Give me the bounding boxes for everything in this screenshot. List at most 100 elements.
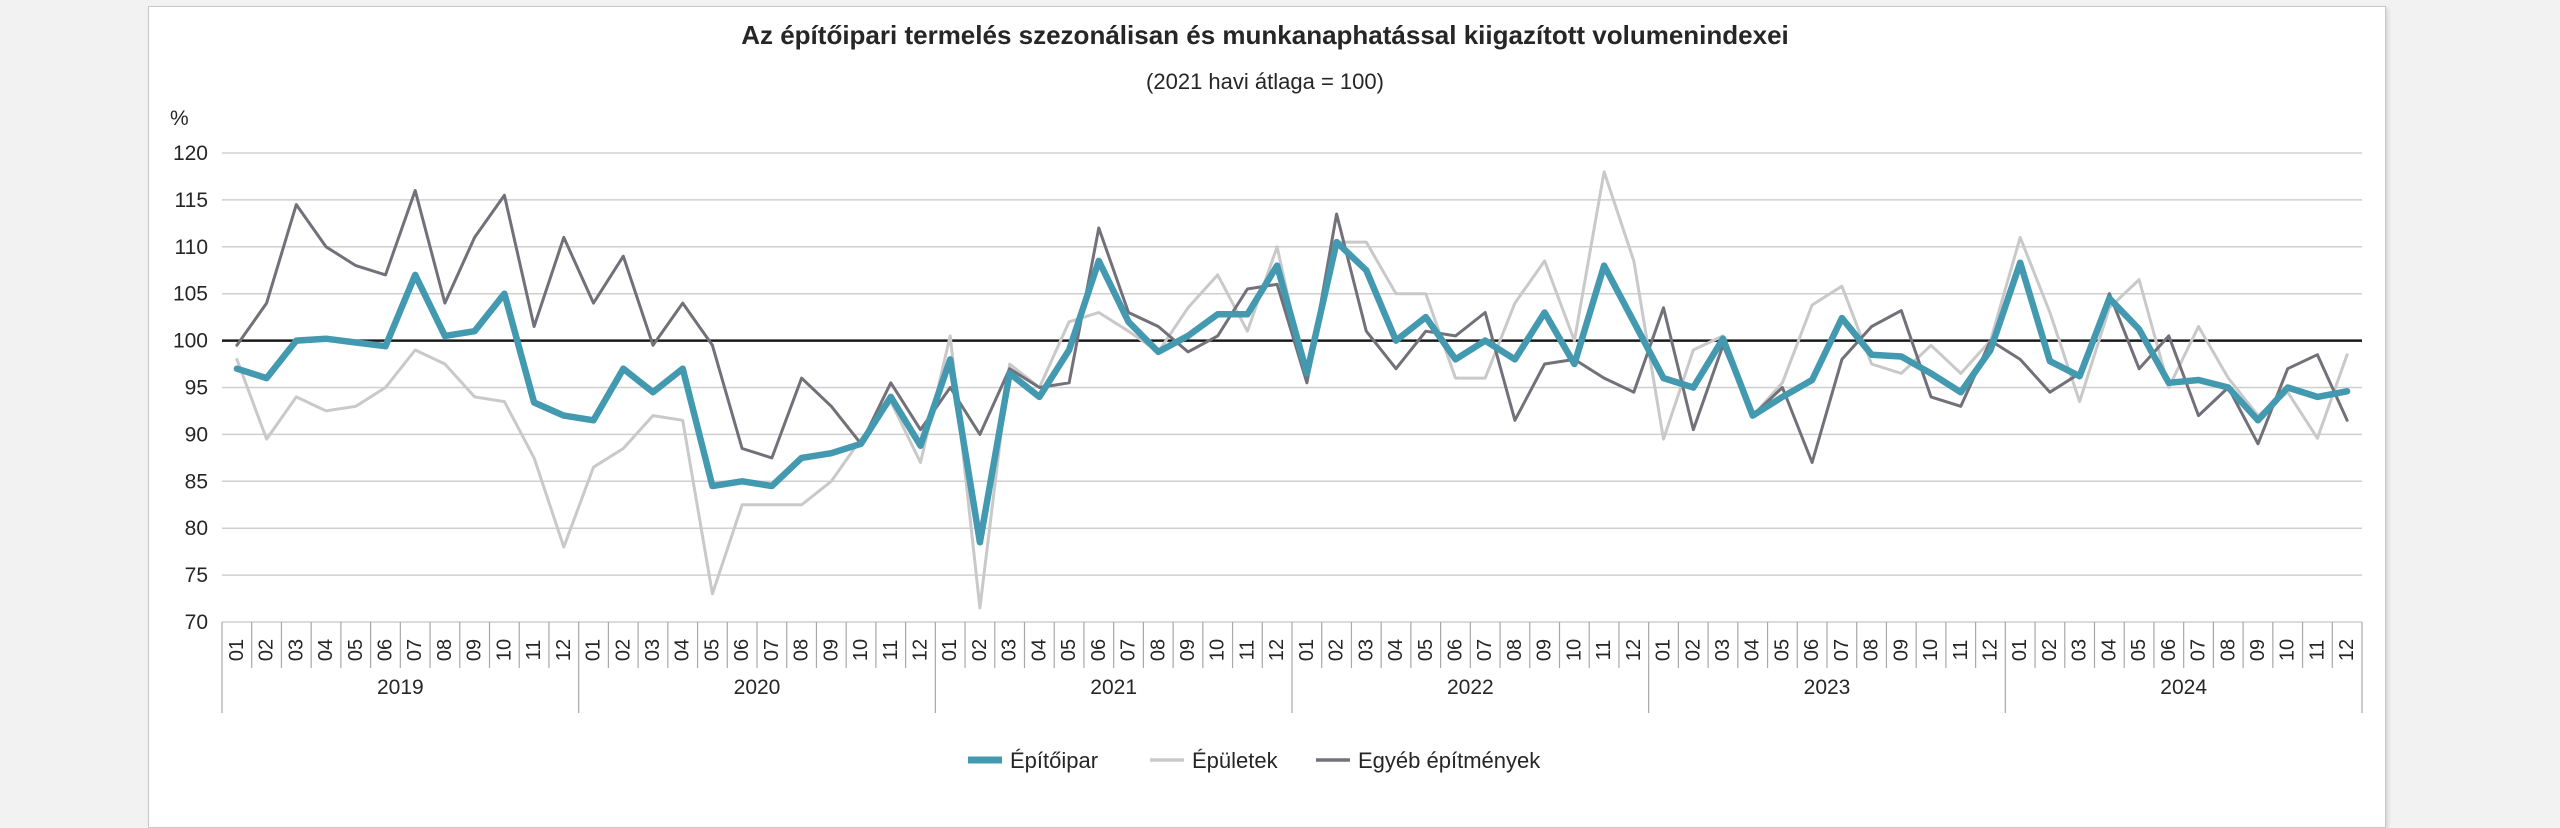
month-tick-label: 03 bbox=[285, 639, 307, 661]
month-tick-label: 05 bbox=[2128, 639, 2150, 661]
month-tick-label: 01 bbox=[1653, 639, 1675, 661]
series-line-epitoipar bbox=[233, 238, 2351, 546]
month-tick-label: 08 bbox=[434, 639, 456, 661]
month-tick-label: 08 bbox=[1147, 639, 1169, 661]
month-tick-label: 07 bbox=[1474, 639, 1496, 661]
legend: Építőipar Épületek Egyéb építmények bbox=[968, 748, 1541, 773]
month-tick-label: 05 bbox=[1415, 639, 1437, 661]
month-tick-label: 03 bbox=[999, 639, 1021, 661]
month-tick-label: 06 bbox=[731, 639, 753, 661]
month-tick-label: 06 bbox=[1444, 639, 1466, 661]
month-tick-label: 09 bbox=[2247, 639, 2269, 661]
month-tick-label: 08 bbox=[2217, 639, 2239, 661]
month-tick-label: 05 bbox=[345, 639, 367, 661]
month-tick-label: 09 bbox=[1177, 639, 1199, 661]
series-line-epuletek bbox=[235, 170, 2349, 610]
month-tick-label: 03 bbox=[1355, 639, 1377, 661]
chart-subtitle: (2021 havi átlaga = 100) bbox=[1146, 69, 1384, 94]
year-label: 2024 bbox=[2160, 676, 2207, 699]
month-tick-label: 02 bbox=[256, 639, 278, 661]
month-tick-label: 02 bbox=[969, 639, 991, 661]
x-axis: 01 02 03 04 05 06 07 08 09 10 11 12 01 02 03 04 05 06 07 08… bbox=[221, 622, 2363, 713]
month-tick-label: 02 bbox=[1326, 639, 1348, 661]
y-tick-label: 90 bbox=[185, 423, 208, 446]
month-tick-label: 03 bbox=[1712, 639, 1734, 661]
month-tick-label: 10 bbox=[850, 639, 872, 661]
month-tick-label: 09 bbox=[1890, 639, 1912, 661]
month-tick-label: 11 bbox=[1593, 640, 1615, 661]
month-tick-label: 10 bbox=[2277, 639, 2299, 661]
month-tick-label: 12 bbox=[2336, 639, 2358, 661]
month-tick-label: 12 bbox=[1979, 639, 2001, 661]
year-label: 2019 bbox=[377, 676, 424, 699]
month-tick-label: 10 bbox=[493, 639, 515, 661]
year-label: 2023 bbox=[1804, 676, 1851, 699]
y-tick-label: 80 bbox=[185, 517, 208, 540]
month-tick-label: 10 bbox=[1563, 639, 1585, 661]
month-tick-label: 06 bbox=[1088, 639, 1110, 661]
month-tick-label: 10 bbox=[1207, 639, 1229, 661]
month-tick-label: 03 bbox=[642, 639, 664, 661]
month-tick-label: 06 bbox=[374, 639, 396, 661]
month-tick-label: 09 bbox=[464, 639, 486, 661]
month-tick-label: 08 bbox=[1861, 639, 1883, 661]
month-tick-label: 01 bbox=[583, 639, 605, 661]
year-label: 2020 bbox=[734, 676, 781, 699]
month-tick-label: 09 bbox=[1534, 639, 1556, 661]
month-tick-label: 04 bbox=[1742, 639, 1764, 661]
month-tick-label: 04 bbox=[672, 639, 694, 661]
month-tick-label: 12 bbox=[1266, 639, 1288, 661]
y-tick-label: 105 bbox=[173, 283, 208, 306]
y-tick-label: 95 bbox=[185, 377, 208, 400]
y-tick-label: 100 bbox=[173, 330, 208, 353]
month-tick-label: 09 bbox=[820, 639, 842, 661]
month-tick-label: 06 bbox=[1801, 639, 1823, 661]
legend-label: Épületek bbox=[1192, 748, 1279, 773]
y-axis-unit: % bbox=[170, 107, 189, 130]
legend-label: Egyéb építmények bbox=[1358, 748, 1541, 773]
month-tick-label: 01 bbox=[939, 639, 961, 661]
series-layer bbox=[233, 170, 2351, 610]
chart: Az építőipari termelés szezonálisan és m… bbox=[170, 20, 2363, 773]
y-tick-label: 70 bbox=[185, 611, 208, 634]
year-label: 2022 bbox=[1447, 676, 1494, 699]
month-tick-label: 11 bbox=[2306, 640, 2328, 661]
y-tick-label: 110 bbox=[175, 236, 208, 259]
month-tick-label: 12 bbox=[1623, 639, 1645, 661]
y-tick-label: 120 bbox=[173, 142, 208, 165]
month-tick-label: 05 bbox=[1058, 639, 1080, 661]
month-tick-label: 04 bbox=[1028, 639, 1050, 661]
month-tick-label: 07 bbox=[404, 639, 426, 661]
month-tick-label: 11 bbox=[523, 640, 545, 661]
month-tick-label: 06 bbox=[2158, 639, 2180, 661]
month-tick-label: 05 bbox=[1771, 639, 1793, 661]
month-tick-label: 08 bbox=[1504, 639, 1526, 661]
month-tick-label: 02 bbox=[1682, 639, 1704, 661]
month-tick-label: 12 bbox=[553, 639, 575, 661]
month-tick-label: 07 bbox=[1831, 639, 1853, 661]
month-tick-label: 01 bbox=[2009, 639, 2031, 661]
month-tick-label: 07 bbox=[761, 639, 783, 661]
month-tick-label: 02 bbox=[2039, 639, 2061, 661]
month-tick-label: 01 bbox=[1296, 639, 1318, 661]
month-tick-label: 07 bbox=[2188, 639, 2210, 661]
month-tick-label: 11 bbox=[1950, 640, 1972, 661]
month-tick-label: 11 bbox=[1236, 640, 1258, 661]
month-tick-label: 04 bbox=[1385, 639, 1407, 661]
month-tick-label: 03 bbox=[2069, 639, 2091, 661]
month-tick-label: 10 bbox=[1920, 639, 1942, 661]
month-tick-label: 04 bbox=[315, 639, 337, 661]
chart-panel bbox=[148, 6, 2386, 828]
month-tick-label: 11 bbox=[880, 640, 902, 661]
chart-title: Az építőipari termelés szezonálisan és m… bbox=[741, 20, 1789, 50]
month-tick-label: 05 bbox=[701, 639, 723, 661]
month-tick-label: 08 bbox=[791, 639, 813, 661]
month-tick-label: 12 bbox=[909, 639, 931, 661]
month-tick-label: 01 bbox=[226, 639, 248, 661]
grid-layer: 70 75 80 85 90 95 100 105 110 115 120 bbox=[173, 142, 2362, 634]
y-tick-label: 85 bbox=[185, 470, 208, 493]
month-tick-label: 07 bbox=[1118, 639, 1140, 661]
month-tick-label: 04 bbox=[2098, 639, 2120, 661]
month-tick-label: 02 bbox=[612, 639, 634, 661]
y-tick-label: 75 bbox=[185, 564, 208, 587]
